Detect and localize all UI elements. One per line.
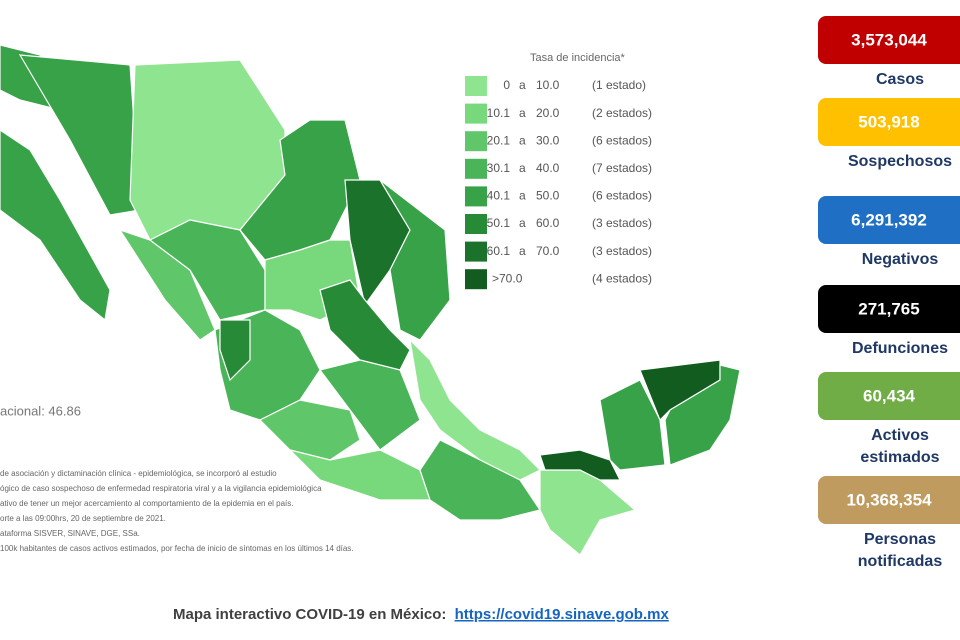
stat-label: Sospechosos <box>848 153 952 170</box>
note-line: orte a las 09:00hrs, 20 de septiembre de… <box>0 514 166 523</box>
legend-min: 60.1 <box>487 244 511 258</box>
state <box>664 364 741 466</box>
stats: 3,573,044 Casos 503,918 Sospechosos 6,291,39… <box>818 16 960 570</box>
legend-min: 40.1 <box>487 189 511 203</box>
note-line: de asociación y dictaminación clínica - … <box>0 469 277 478</box>
legend-separator: a <box>519 161 526 175</box>
stat-label: Activos <box>871 427 929 444</box>
legend-separator: a <box>519 216 526 230</box>
mexico-map <box>0 44 741 556</box>
legend-swatch <box>465 103 487 124</box>
state <box>539 449 621 481</box>
legend-min: 10.1 <box>487 106 511 120</box>
stat-box <box>818 372 960 420</box>
stat-value: 503,918 <box>858 112 919 131</box>
state <box>539 469 637 556</box>
legend-min: 30.1 <box>487 161 511 175</box>
legend-separator: a <box>519 189 526 203</box>
legend-swatch <box>465 241 487 262</box>
stat-box <box>818 16 960 64</box>
note-line: ataforma SISVER, SINAVE, DGE, SSa. <box>0 529 140 538</box>
stat-label: Casos <box>876 71 924 88</box>
legend-swatch <box>465 269 487 290</box>
state <box>319 279 411 371</box>
legend-count: (3 estados) <box>592 216 652 230</box>
legend-count: (6 estados) <box>592 189 652 203</box>
stat-box <box>818 476 960 524</box>
stat-value: 271,765 <box>858 299 919 318</box>
stat-value: 6,291,392 <box>851 210 927 229</box>
legend-swatch <box>465 186 487 207</box>
legend-separator: a <box>519 106 526 120</box>
footer-link[interactable]: https://covid19.sinave.gob.mx <box>455 606 670 623</box>
stat-label: estimados <box>860 449 939 466</box>
legend: 0 a 10.0 (1 estado)10.1 a 20.0 (2 estados)20.1… <box>465 76 652 290</box>
stat-value: 3,573,044 <box>851 30 927 49</box>
stat-value: 10,368,354 <box>846 490 932 509</box>
legend-swatch <box>465 158 487 179</box>
footer-text: Mapa interactivo COVID-19 en México: <box>173 606 446 623</box>
legend-min: 20.1 <box>487 133 511 147</box>
legend-max: 40.0 <box>536 161 560 175</box>
legend-title: Tasa de incidencia* <box>530 52 626 64</box>
legend-max: 10.0 <box>536 78 560 92</box>
legend-count: (6 estados) <box>592 133 652 147</box>
note-line: ativo de tener un mejor acercamiento al … <box>0 499 294 508</box>
state <box>0 129 111 322</box>
legend-min: 50.1 <box>487 216 511 230</box>
footer: Mapa interactivo COVID-19 en México: htt… <box>173 606 669 623</box>
legend-max: 60.0 <box>536 216 560 230</box>
state <box>379 179 451 341</box>
state <box>18 54 141 216</box>
legend-swatch <box>465 131 487 152</box>
legend-separator: a <box>519 133 526 147</box>
stat-box <box>818 285 960 333</box>
state <box>219 319 251 382</box>
stat-box <box>818 98 960 146</box>
notes: de asociación y dictaminación clínica - … <box>0 469 354 553</box>
legend-max: 70.0 <box>536 244 560 258</box>
stat-label: Personas <box>864 531 936 548</box>
legend-swatch <box>465 214 487 234</box>
stat-label: Negativos <box>862 251 939 268</box>
note-line: ógico de caso sospechoso de enfermedad r… <box>0 484 322 493</box>
legend-max: 30.0 <box>536 133 560 147</box>
stat-label: notificadas <box>858 553 943 570</box>
stat-box <box>818 196 960 244</box>
stat-value: 60,434 <box>863 386 916 405</box>
stat-label: Defunciones <box>852 340 948 357</box>
note-line: 100k habitantes de casos activos estimad… <box>0 544 354 553</box>
state <box>318 359 421 451</box>
legend-count: (1 estado) <box>592 78 646 92</box>
legend-separator: a <box>519 78 526 92</box>
legend-count: (7 estados) <box>592 161 652 175</box>
legend-separator: a <box>519 244 526 258</box>
legend-swatch <box>465 76 487 96</box>
legend-count: (2 estados) <box>592 106 652 120</box>
national-rate: acional: 46.86 <box>0 403 81 418</box>
legend-min: >70.0 <box>492 271 523 285</box>
legend-count: (3 estados) <box>592 244 652 258</box>
legend-max: 50.0 <box>536 189 560 203</box>
state <box>599 379 666 471</box>
legend-min: 0 <box>503 78 510 92</box>
legend-count: (4 estados) <box>592 271 652 285</box>
legend-max: 20.0 <box>536 106 560 120</box>
